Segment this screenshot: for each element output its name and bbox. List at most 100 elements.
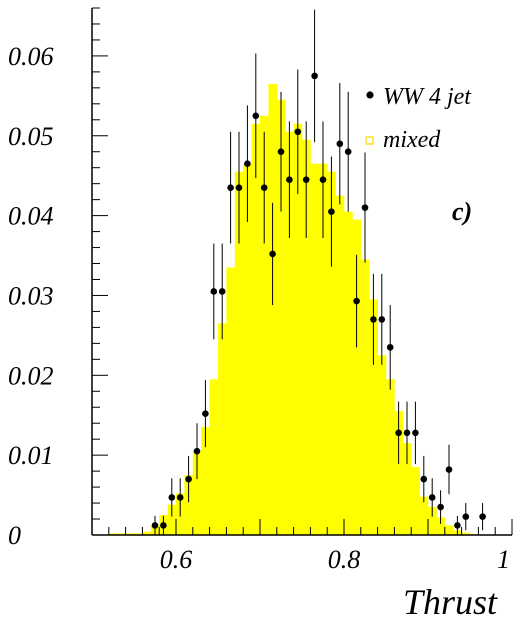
legend-mixed-marker	[365, 136, 374, 145]
histogram-bar	[318, 163, 328, 536]
data-point	[437, 503, 444, 511]
data-point	[445, 466, 453, 473]
histogram-bar	[377, 355, 387, 535]
data-point	[193, 447, 201, 455]
histogram-bar	[226, 267, 236, 535]
mixed-histogram	[108, 83, 479, 536]
legend-ww-marker	[366, 91, 374, 99]
histogram-bar	[386, 379, 395, 535]
data-point	[269, 250, 276, 258]
histogram-bar	[428, 507, 437, 535]
y-tick-label: 0.04	[8, 202, 54, 231]
histogram-bar	[268, 83, 278, 535]
data-point	[160, 522, 167, 529]
tick-labels: 0 0.01 0.02 0.03 0.04 0.05 0.06 0.6 0.8 1	[8, 42, 510, 574]
histogram-bar	[209, 379, 219, 535]
data-point	[336, 140, 344, 148]
data-point	[302, 176, 310, 183]
x-tick-label: 1	[497, 545, 510, 574]
histogram-bar	[394, 411, 404, 535]
data-point	[454, 522, 461, 529]
data-point	[185, 475, 192, 483]
data-point	[244, 160, 251, 168]
histogram-bar	[369, 299, 378, 535]
histogram-bar	[310, 163, 320, 536]
histogram-bar	[108, 533, 118, 535]
data-point	[378, 316, 386, 323]
histogram-bar	[285, 131, 294, 536]
data-point	[328, 208, 335, 215]
legend-ww-label: WW 4 jet	[383, 84, 472, 110]
y-tick-label: 0.03	[8, 281, 54, 310]
x-tick-label: 0.6	[160, 545, 193, 574]
histogram-bar	[167, 504, 177, 535]
histogram-bar	[276, 99, 286, 536]
data-point	[319, 176, 327, 183]
y-tick-label: 0.02	[8, 361, 54, 390]
histogram-bar	[251, 123, 261, 535]
data-point	[428, 494, 436, 501]
histogram-bar	[234, 171, 244, 535]
data-point	[218, 288, 226, 295]
histogram-bar	[134, 533, 143, 535]
histogram-bar	[142, 531, 152, 535]
legend: WW 4 jet mixed	[365, 84, 472, 153]
data-point	[462, 513, 470, 520]
y-tick-label: 0	[8, 521, 21, 550]
data-point	[227, 184, 234, 191]
histogram-bar	[117, 533, 126, 535]
data-point	[176, 494, 184, 501]
data-point	[260, 184, 268, 191]
y-tick-label: 0.06	[8, 42, 54, 71]
data-point	[277, 148, 285, 156]
data-point	[235, 184, 243, 191]
axis-ticks	[91, 7, 513, 536]
histogram-bar	[436, 517, 446, 535]
histogram-bar	[344, 211, 353, 535]
histogram-bar	[201, 427, 210, 535]
data-point	[403, 429, 411, 437]
data-point	[286, 176, 293, 183]
data-point	[353, 297, 360, 305]
histogram-bar	[360, 259, 370, 535]
histogram-bar	[402, 443, 412, 535]
data-point	[420, 475, 428, 483]
histogram-bar	[260, 115, 269, 535]
histogram-bar	[335, 195, 345, 536]
data-point	[311, 72, 318, 80]
data-point	[479, 513, 486, 520]
data-point	[344, 148, 352, 156]
histogram-bar	[461, 532, 471, 535]
data-point	[252, 112, 260, 120]
ww-4jet-data-points	[151, 9, 486, 535]
data-point	[412, 429, 419, 437]
data-point	[386, 344, 394, 351]
data-point	[370, 316, 377, 323]
histogram-bar	[293, 123, 303, 535]
histogram-bar	[419, 496, 429, 535]
y-tick-label: 0.01	[8, 441, 54, 470]
data-point	[210, 288, 218, 295]
histogram-bar	[302, 139, 311, 535]
data-point	[395, 429, 402, 437]
histogram-bar	[411, 467, 420, 535]
histogram-bar	[327, 171, 336, 535]
x-tick-label: 0.8	[328, 545, 361, 574]
panel-label: c)	[452, 197, 472, 226]
histogram-bar	[218, 323, 227, 535]
data-point	[202, 410, 209, 417]
y-tick-label: 0.05	[8, 122, 54, 151]
data-point	[361, 204, 369, 211]
legend-mixed-label: mixed	[383, 127, 441, 153]
histogram-bar	[192, 451, 202, 535]
histogram-bar	[444, 525, 454, 535]
histogram-bar	[184, 475, 194, 535]
data-point	[294, 128, 302, 136]
data-point	[168, 494, 176, 501]
histogram-bar	[125, 533, 135, 535]
histogram-bar	[243, 163, 252, 536]
data-point	[151, 522, 159, 529]
axes	[91, 8, 512, 536]
histogram-bar	[352, 219, 362, 535]
